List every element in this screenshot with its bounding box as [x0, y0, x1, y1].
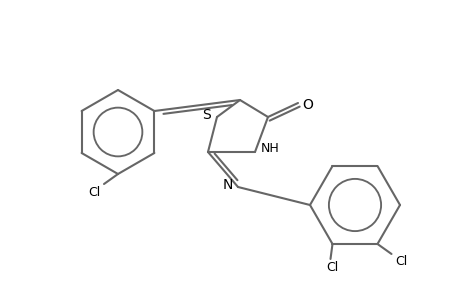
Text: Cl: Cl [326, 262, 338, 275]
Text: Cl: Cl [395, 256, 407, 268]
Text: Cl: Cl [88, 185, 100, 199]
Text: N: N [222, 178, 233, 192]
Text: S: S [202, 108, 211, 122]
Text: NH: NH [260, 142, 279, 154]
Text: O: O [302, 98, 313, 112]
